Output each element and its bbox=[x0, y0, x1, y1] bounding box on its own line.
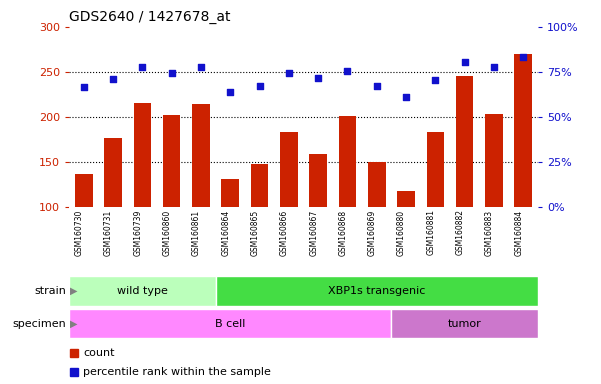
Text: GSM160869: GSM160869 bbox=[368, 209, 377, 256]
Text: GSM160730: GSM160730 bbox=[75, 209, 84, 256]
Text: GSM160867: GSM160867 bbox=[309, 209, 318, 256]
Text: GSM160880: GSM160880 bbox=[397, 209, 406, 255]
Point bbox=[225, 89, 235, 95]
Text: GSM160739: GSM160739 bbox=[133, 209, 142, 256]
Point bbox=[489, 63, 499, 70]
Point bbox=[430, 77, 440, 83]
Text: ▶: ▶ bbox=[70, 286, 78, 296]
Bar bbox=[339, 116, 356, 207]
Bar bbox=[280, 132, 297, 207]
Text: ▶: ▶ bbox=[70, 318, 78, 329]
Text: count: count bbox=[83, 348, 115, 358]
Point bbox=[460, 59, 469, 65]
Bar bbox=[75, 174, 93, 207]
Bar bbox=[427, 132, 444, 207]
Text: GSM160881: GSM160881 bbox=[426, 209, 435, 255]
Bar bbox=[456, 76, 474, 207]
Text: GSM160731: GSM160731 bbox=[104, 209, 113, 256]
Point bbox=[372, 83, 382, 89]
Text: GSM160866: GSM160866 bbox=[280, 209, 289, 256]
Text: XBP1s transgenic: XBP1s transgenic bbox=[328, 286, 426, 296]
Text: GSM160861: GSM160861 bbox=[192, 209, 201, 255]
Bar bbox=[368, 162, 385, 207]
Bar bbox=[216, 276, 538, 306]
Text: percentile rank within the sample: percentile rank within the sample bbox=[83, 367, 271, 377]
Point bbox=[138, 63, 147, 70]
Point bbox=[313, 75, 323, 81]
Bar bbox=[133, 103, 151, 207]
Point bbox=[401, 94, 411, 100]
Bar bbox=[105, 138, 122, 207]
Bar bbox=[69, 309, 391, 338]
Bar bbox=[251, 164, 268, 207]
Text: GSM160884: GSM160884 bbox=[514, 209, 523, 255]
Point bbox=[343, 68, 352, 74]
Point bbox=[519, 54, 528, 60]
Text: strain: strain bbox=[34, 286, 66, 296]
Text: GSM160868: GSM160868 bbox=[338, 209, 347, 255]
Text: GSM160882: GSM160882 bbox=[456, 209, 465, 255]
Bar bbox=[192, 104, 210, 207]
Bar bbox=[163, 115, 180, 207]
Point bbox=[284, 70, 294, 76]
Point bbox=[196, 63, 206, 70]
Point bbox=[79, 84, 88, 90]
Bar bbox=[397, 191, 415, 207]
Text: tumor: tumor bbox=[448, 318, 481, 329]
Text: GSM160864: GSM160864 bbox=[221, 209, 230, 256]
Text: specimen: specimen bbox=[13, 318, 66, 329]
Bar bbox=[485, 114, 502, 207]
Bar bbox=[221, 179, 239, 207]
Bar bbox=[69, 276, 216, 306]
Text: GSM160865: GSM160865 bbox=[251, 209, 260, 256]
Text: GDS2640 / 1427678_at: GDS2640 / 1427678_at bbox=[69, 10, 231, 25]
Bar bbox=[391, 309, 538, 338]
Bar bbox=[514, 54, 532, 207]
Point bbox=[108, 76, 118, 82]
Text: wild type: wild type bbox=[117, 286, 168, 296]
Point bbox=[255, 83, 264, 89]
Text: GSM160860: GSM160860 bbox=[163, 209, 172, 256]
Bar bbox=[310, 154, 327, 207]
Point bbox=[167, 70, 177, 76]
Text: GSM160883: GSM160883 bbox=[485, 209, 494, 255]
Text: B cell: B cell bbox=[215, 318, 245, 329]
